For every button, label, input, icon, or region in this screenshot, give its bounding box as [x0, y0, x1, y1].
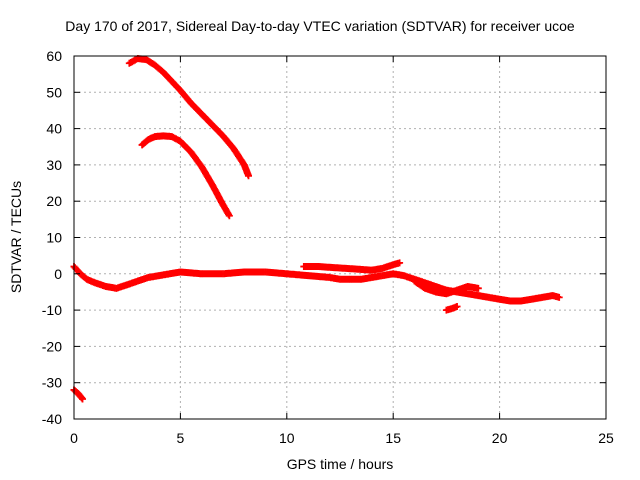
- series-late-cluster: [410, 277, 482, 298]
- y-tick-label: 30: [46, 157, 62, 173]
- data-point-fill: [139, 132, 232, 218]
- y-tick-label: 0: [54, 266, 62, 282]
- x-tick-label: 15: [385, 430, 401, 446]
- y-tick-label: -20: [42, 338, 62, 354]
- y-tick-label: 40: [46, 121, 62, 137]
- series-arc-mid: [138, 132, 233, 220]
- series-upper-track: [300, 259, 404, 274]
- x-tick-label: 5: [177, 430, 185, 446]
- y-tick-label: -10: [42, 302, 62, 318]
- data-point-fill: [412, 278, 481, 297]
- y-tick-label: 50: [46, 84, 62, 100]
- y-tick-label: 20: [46, 193, 62, 209]
- data-point-fill: [127, 55, 252, 178]
- data-series: [70, 55, 563, 403]
- x-axis-label: GPS time / hours: [286, 456, 394, 472]
- chart-title: Day 170 of 2017, Sidereal Day-to-day VTE…: [65, 18, 575, 34]
- series-start-drop: [70, 386, 87, 403]
- data-point-fill: [71, 264, 562, 305]
- grid-lines: [74, 56, 606, 419]
- data-point-fill: [71, 387, 86, 402]
- y-tick-label: -30: [42, 375, 62, 391]
- y-tick-label: 10: [46, 230, 62, 246]
- series-low-blip: [442, 302, 461, 314]
- axis-ticks: 0 5 10 15 20 25 -40 -30 -20 -10 0 10 20 30 40 50 60: [42, 48, 614, 446]
- y-tick-label: -40: [42, 411, 62, 427]
- x-tick-label: 20: [492, 430, 508, 446]
- data-point-fill: [301, 259, 402, 274]
- x-tick-label: 0: [70, 430, 78, 446]
- y-axis-label: SDTVAR / TECUs: [8, 180, 24, 294]
- x-tick-label: 10: [279, 430, 295, 446]
- data-point-fill: [444, 303, 460, 314]
- x-tick-label: 25: [598, 430, 614, 446]
- y-tick-label: 60: [46, 48, 62, 64]
- series-arc-high: [125, 55, 252, 180]
